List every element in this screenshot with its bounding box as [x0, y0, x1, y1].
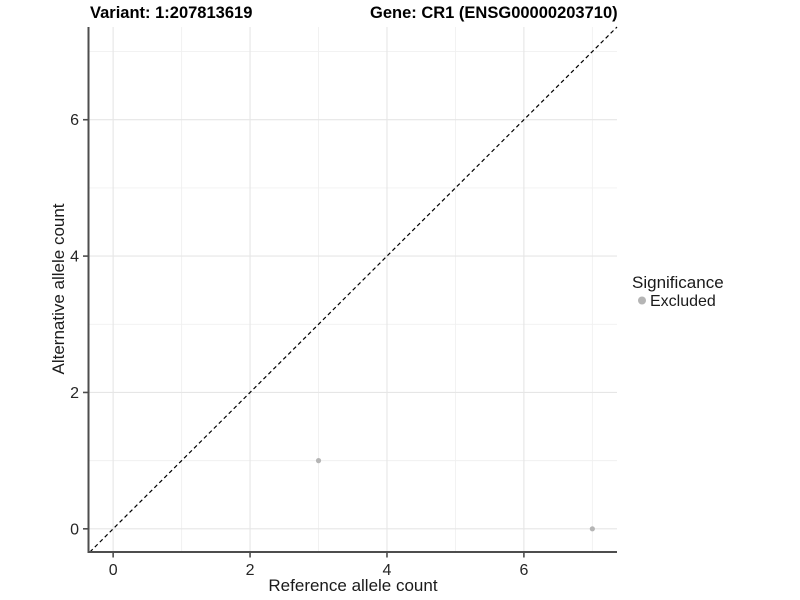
legend-title: Significance — [632, 273, 724, 292]
legend-marker-excluded — [638, 296, 646, 305]
legend-label-excluded: Excluded — [650, 293, 716, 310]
data-points — [315, 458, 595, 532]
x-tick-label: 4 — [383, 562, 392, 579]
x-tick-label: 6 — [519, 562, 528, 579]
minor-gridlines — [88, 27, 617, 552]
plot-title-variant: Variant: 1:207813619 — [90, 4, 252, 22]
x-axis-title: Reference allele count — [268, 576, 437, 595]
y-tick-label: 0 — [70, 521, 79, 538]
data-point — [589, 526, 595, 532]
x-axis-ticks: 0 2 4 6 — [109, 552, 528, 579]
major-gridlines — [88, 27, 617, 552]
legend: Significance Excluded — [632, 273, 724, 310]
identity-dashed-line — [89, 26, 618, 553]
plot-title-gene: Gene: CR1 (ENSG00000203710) — [370, 4, 618, 22]
y-tick-label: 4 — [70, 249, 79, 266]
data-point — [315, 458, 322, 464]
y-axis-ticks: 0 2 4 6 — [70, 112, 89, 538]
x-tick-label: 2 — [246, 562, 255, 579]
y-tick-label: 6 — [70, 112, 79, 129]
x-tick-label: 0 — [109, 562, 118, 579]
y-axis-title: Alternative allele count — [49, 203, 68, 374]
y-tick-label: 2 — [70, 385, 79, 402]
